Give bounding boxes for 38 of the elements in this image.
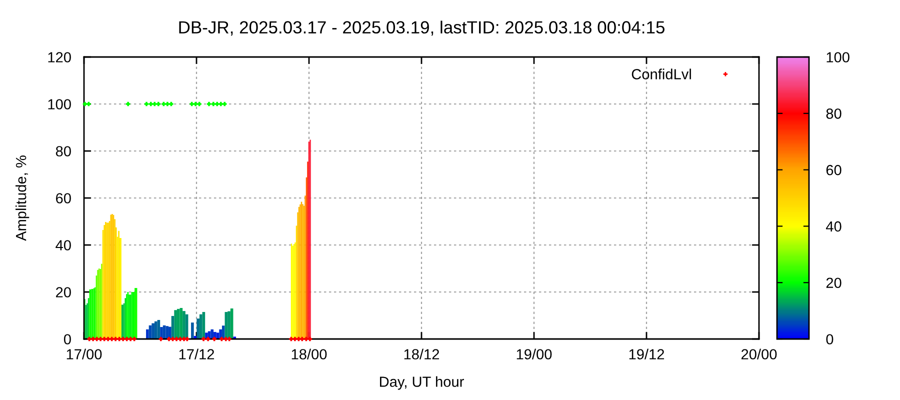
x-tick-label: 18/00 — [292, 348, 327, 360]
color-bar-label: 60 — [826, 164, 842, 176]
chart-title: DB-JR, 2025.03.17 - 2025.03.19, lastTID: 2025.03.18 00:04:15 — [179, 20, 664, 36]
color-bar-label: 20 — [826, 278, 842, 288]
x-tick-label: 19/12 — [629, 348, 664, 360]
bar — [182, 311, 186, 339]
x-tick-label: 19/00 — [516, 348, 552, 360]
y-tick-label: 60 — [56, 193, 71, 204]
y-tick-label: 0 — [64, 334, 71, 344]
x-tick-label: 17/12 — [179, 348, 214, 360]
y-tick-label: 20 — [56, 287, 71, 298]
bar — [191, 322, 194, 339]
y-tick-label: 40 — [56, 240, 71, 250]
color-bar-label: 40 — [826, 221, 842, 232]
bar — [154, 321, 158, 339]
bar — [176, 308, 180, 339]
color-bar-label: 0 — [826, 334, 834, 344]
y-tick-label: 80 — [56, 146, 71, 156]
bar — [228, 311, 230, 339]
legend-label: ConfidLvl — [632, 68, 691, 80]
bar — [152, 323, 154, 339]
y-axis-title: Amplitude, % — [16, 156, 30, 241]
x-tick-label: 17/00 — [66, 348, 102, 360]
bar — [210, 329, 214, 339]
bar — [199, 314, 202, 339]
bar — [166, 326, 169, 339]
y-tick-label: 100 — [48, 99, 71, 110]
color-bar-label: 80 — [826, 108, 842, 119]
x-axis-title: Day, UT hour — [380, 376, 464, 390]
bar — [134, 288, 138, 339]
bar — [196, 318, 200, 339]
x-tick-label: 18/12 — [404, 348, 440, 360]
color-bar-label: 100 — [826, 52, 850, 62]
bar — [222, 326, 225, 339]
bar — [146, 329, 149, 339]
y-tick-label: 120 — [48, 52, 71, 62]
x-tick-label: 20/00 — [741, 348, 777, 360]
bar — [174, 310, 177, 339]
